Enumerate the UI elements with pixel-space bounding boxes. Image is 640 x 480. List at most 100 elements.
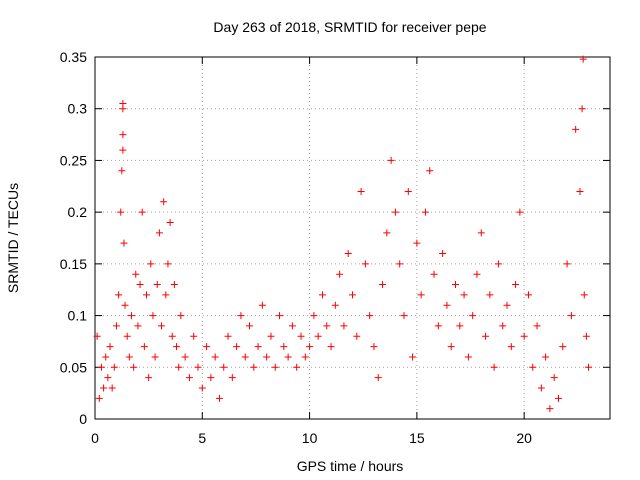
data-point [537, 384, 545, 392]
data-point [582, 332, 590, 340]
data-point [585, 363, 593, 371]
y-tick-label: 0 [79, 411, 87, 427]
y-tick-label: 0.15 [60, 256, 87, 272]
data-point [106, 343, 114, 351]
data-point [374, 374, 382, 382]
data-point [452, 281, 459, 289]
data-point [331, 301, 339, 309]
data-point [533, 322, 541, 330]
data-point [576, 187, 584, 195]
data-point [120, 239, 128, 247]
data-point [383, 229, 391, 237]
data-point [100, 384, 108, 392]
data-point [93, 332, 101, 340]
data-point [559, 343, 567, 351]
plot-frame [94, 56, 611, 420]
data-point [267, 332, 275, 340]
data-point [443, 301, 451, 309]
data-point [361, 260, 369, 268]
data-point [563, 260, 571, 268]
data-point [140, 343, 148, 351]
data-point [301, 353, 309, 361]
data-point [404, 187, 412, 195]
data-point [578, 105, 586, 113]
data-point [134, 322, 142, 330]
data-point [118, 167, 126, 175]
data-point [336, 270, 344, 278]
data-point [203, 343, 211, 351]
data-point [456, 322, 464, 330]
x-axis: 0 5 10 15 20 [91, 57, 532, 446]
data-point [151, 353, 159, 361]
data-point [529, 363, 537, 371]
y-tick-label: 0.3 [68, 101, 88, 117]
data-point [250, 363, 258, 371]
data-point [155, 229, 163, 237]
data-point [215, 394, 223, 402]
data-point [580, 291, 588, 299]
data-point [546, 405, 554, 413]
data-point [121, 301, 129, 309]
data-point [190, 332, 198, 340]
data-point [417, 291, 425, 299]
data-point [207, 374, 215, 382]
data-point [387, 156, 395, 164]
data-point [162, 291, 170, 299]
data-point [108, 384, 116, 392]
x-tick-label: 0 [91, 430, 99, 446]
data-point [97, 363, 105, 371]
data-point [503, 301, 511, 309]
data-point [486, 291, 494, 299]
data-point [177, 312, 185, 320]
data-point [117, 208, 125, 216]
data-point [370, 343, 378, 351]
data-point [469, 312, 477, 320]
data-point [138, 208, 146, 216]
data-point [153, 281, 161, 289]
data-point [409, 353, 417, 361]
data-point [130, 363, 138, 371]
data-point [572, 125, 580, 133]
data-point [293, 363, 301, 371]
data-point [164, 260, 172, 268]
data-point [379, 281, 387, 289]
data-point [284, 353, 292, 361]
data-point [233, 343, 241, 351]
data-point [125, 353, 133, 361]
data-point [306, 343, 314, 351]
data-point [318, 291, 326, 299]
data-point [166, 218, 174, 226]
data-point [344, 250, 352, 258]
y-tick-label: 0.1 [68, 308, 88, 324]
data-point [507, 343, 515, 351]
data-point [357, 187, 365, 195]
x-axis-label: GPS time / hours [297, 458, 404, 474]
data-point [430, 270, 438, 278]
data-point [123, 332, 131, 340]
data-point [220, 363, 228, 371]
data-point [160, 198, 168, 206]
data-point [181, 353, 189, 361]
data-point [490, 363, 498, 371]
data-point [391, 208, 399, 216]
data-point [119, 131, 127, 139]
y-tick-label: 0.35 [60, 49, 87, 65]
data-point [520, 332, 528, 340]
data-point [426, 167, 434, 175]
data-point [353, 332, 361, 340]
data-point [104, 374, 112, 382]
data-point [198, 384, 206, 392]
data-point [258, 301, 266, 309]
data-point [237, 312, 245, 320]
chart-title: Day 263 of 2018, SRMTID for receiver pep… [213, 19, 486, 35]
data-point [271, 363, 279, 371]
data-point [555, 394, 562, 402]
data-point [132, 270, 140, 278]
data-point [288, 322, 296, 330]
data-point [434, 322, 442, 330]
data-point [185, 374, 193, 382]
data-point [464, 353, 472, 361]
data-point [413, 239, 421, 247]
data-point [112, 322, 120, 330]
